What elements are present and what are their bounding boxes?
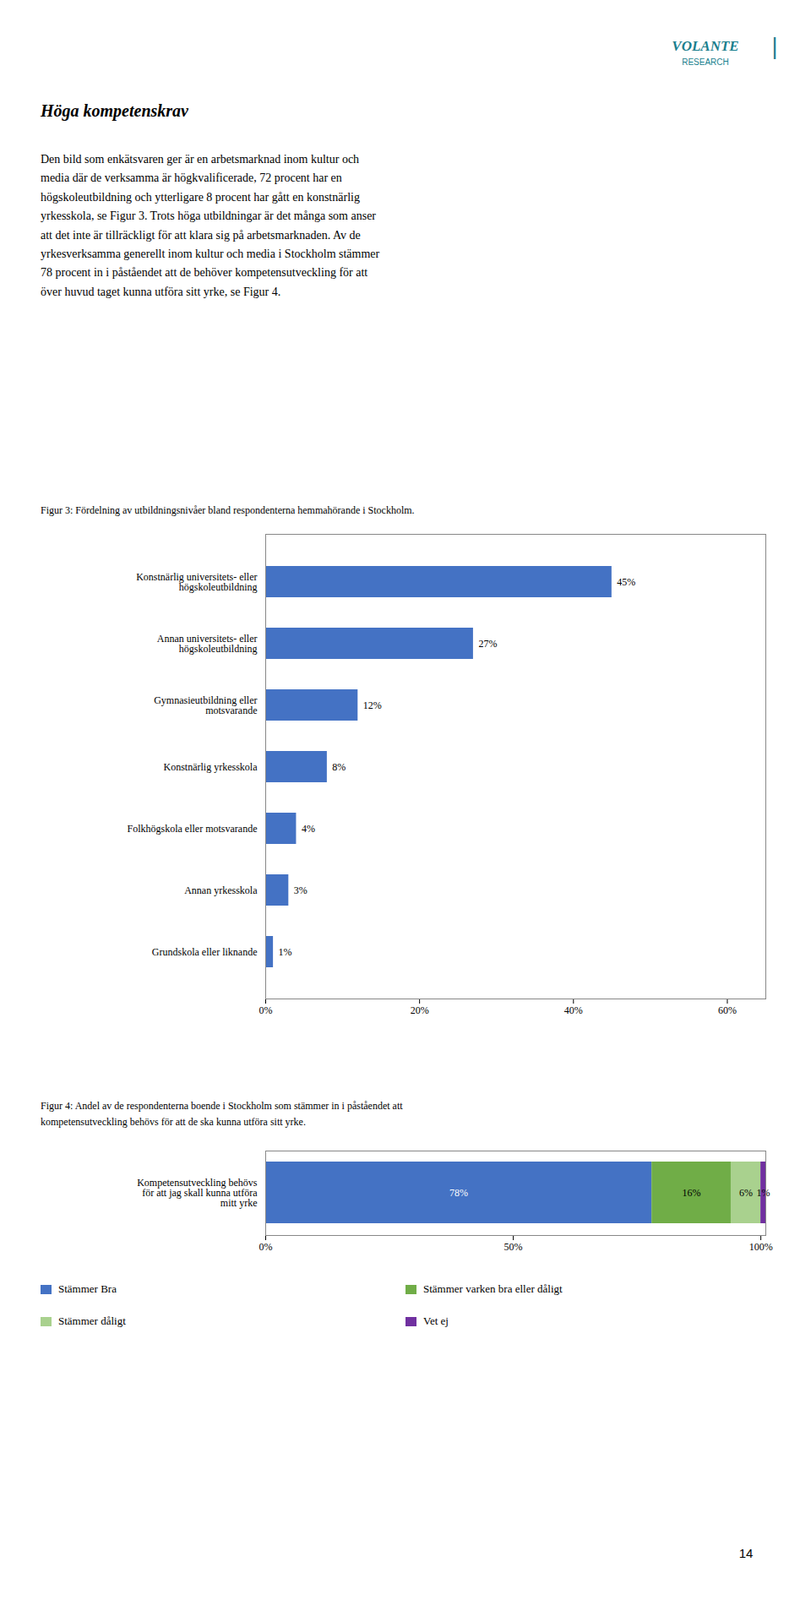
svg-text:8%: 8% xyxy=(332,761,346,773)
svg-text:Kompetensutveckling behövsför: Kompetensutveckling behövsför att jag sk… xyxy=(136,1176,258,1209)
html-text:att det inte är tillräckligt f: att det inte är tillräckligt för att kla… xyxy=(40,228,361,242)
svg-text:6%: 6% xyxy=(739,1186,753,1199)
html-text:över huvud taget kunna utföra: över huvud taget kunna utföra sitt yrke,… xyxy=(40,285,281,298)
html-text:Figur 3: Fördelning av utbildn: Figur 3: Fördelning av utbildningsnivåer… xyxy=(40,504,415,517)
svg-text:4%: 4% xyxy=(301,822,316,835)
svg-text:Konstnärlig yrkesskola: Konstnärlig yrkesskola xyxy=(163,761,259,773)
html-text:14: 14 xyxy=(738,1545,753,1561)
svg-text:16%: 16% xyxy=(682,1186,702,1199)
html-text:högskoleutbildning och ytterli: högskoleutbildning och ytterligare 8 pro… xyxy=(40,190,360,204)
svg-text:27%: 27% xyxy=(478,637,497,650)
svg-text:60%: 60% xyxy=(718,1004,737,1017)
svg-text:100%: 100% xyxy=(749,1240,773,1253)
html-text:media där de verksamma är högk: media där de verksamma är högkvalificera… xyxy=(40,171,342,185)
svg-text:20%: 20% xyxy=(410,1004,430,1017)
svg-text:0%: 0% xyxy=(259,1240,273,1253)
svg-text:3%: 3% xyxy=(293,884,308,897)
svg-text:50%: 50% xyxy=(504,1240,523,1253)
svg-text:Konstnärlig universitets- elle: Konstnärlig universitets- ellerhögskoleu… xyxy=(136,571,257,594)
html-text:Vet ej: Vet ej xyxy=(423,1314,449,1328)
svg-text:1%: 1% xyxy=(278,946,293,958)
svg-text:1%: 1% xyxy=(756,1186,771,1199)
html-text:Figur 4: Andel av de responden: Figur 4: Andel av de respondenterna boen… xyxy=(40,1099,403,1128)
html-text:Stämmer varken bra eller dålig: Stämmer varken bra eller dåligt xyxy=(423,1282,563,1296)
html-text:Stämmer Bra: Stämmer Bra xyxy=(58,1282,117,1296)
svg-text:0%: 0% xyxy=(259,1004,273,1017)
svg-text:Folkhögskola eller motsvarande: Folkhögskola eller motsvarande xyxy=(127,822,258,835)
html-text:Stämmer dåligt: Stämmer dåligt xyxy=(58,1314,126,1328)
html-text:yrkesskola, se Figur 3. Trots: yrkesskola, se Figur 3. Trots höga utbil… xyxy=(40,209,376,223)
html-text:RESEARCH: RESEARCH xyxy=(681,57,729,67)
html-text:yrkesverksamma generellt inom: yrkesverksamma generellt inom kultur och… xyxy=(40,247,380,261)
svg-text:Gymnasieutbildning ellermotsva: Gymnasieutbildning ellermotsvarande xyxy=(153,694,257,717)
svg-text:40%: 40% xyxy=(564,1004,583,1017)
svg-text:45%: 45% xyxy=(616,576,636,588)
svg-text:Grundskola eller liknande: Grundskola eller liknande xyxy=(152,946,258,958)
html-text:VOLANTE: VOLANTE xyxy=(671,38,739,55)
html-text:78 procent in i påståendet att: 78 procent in i påståendet att de behöve… xyxy=(40,266,368,280)
svg-text:Annan universitets- ellerhögsk: Annan universitets- ellerhögskoleutbildn… xyxy=(157,632,258,655)
svg-text:Annan yrkesskola: Annan yrkesskola xyxy=(184,884,258,897)
svg-text:12%: 12% xyxy=(363,699,382,712)
html-text:Den bild som enkätsvaren ger ä: Den bild som enkätsvaren ger är en arbet… xyxy=(40,152,360,166)
html-text:Höga kompetenskrav: Höga kompetenskrav xyxy=(40,101,189,120)
svg-text:78%: 78% xyxy=(449,1186,469,1199)
